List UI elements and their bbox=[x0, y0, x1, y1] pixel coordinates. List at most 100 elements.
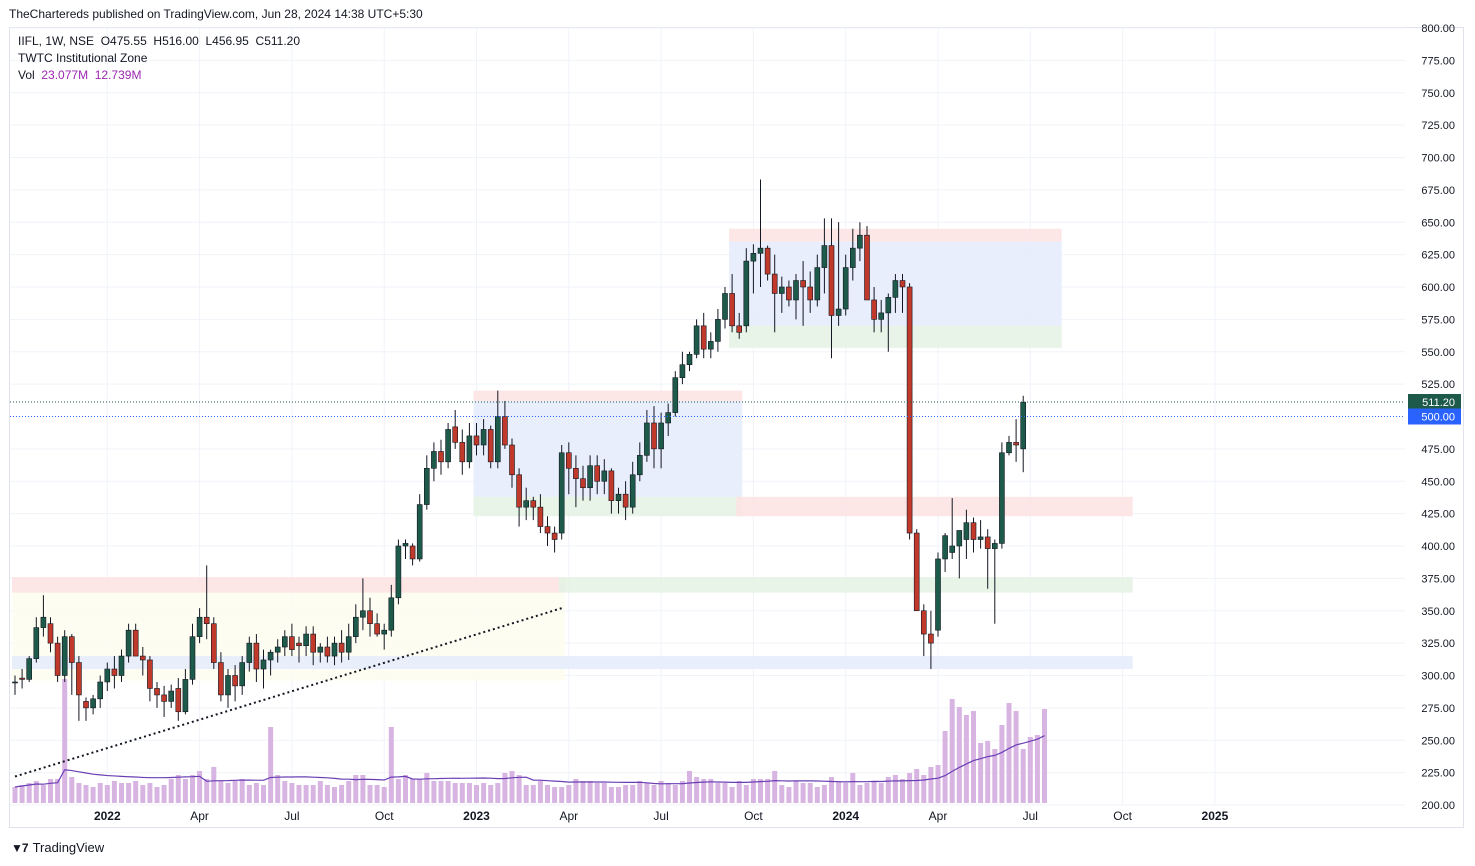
candle-up bbox=[388, 597, 395, 631]
candle-down bbox=[807, 286, 814, 301]
candle-down bbox=[1013, 442, 1019, 446]
volume-bar bbox=[474, 785, 479, 803]
candle-down bbox=[452, 426, 459, 443]
price-tick-label: 525.00 bbox=[1421, 379, 1455, 391]
candle-down bbox=[324, 646, 331, 657]
volume-bar bbox=[225, 783, 231, 803]
candle-up bbox=[999, 452, 1005, 544]
volume-bar bbox=[466, 783, 472, 803]
footer-brand[interactable]: ▼7 TradingView bbox=[11, 840, 104, 855]
price-tick-label: 800.00 bbox=[1421, 23, 1455, 35]
zone-rect bbox=[558, 577, 1133, 593]
volume-bar bbox=[608, 787, 614, 803]
volume-bar bbox=[232, 781, 238, 803]
volume-bar bbox=[310, 785, 316, 803]
price-tick-label: 750.00 bbox=[1421, 88, 1455, 100]
candle-down bbox=[729, 293, 735, 327]
candle-down bbox=[530, 500, 537, 508]
volume-bar bbox=[317, 781, 323, 803]
candle-up bbox=[196, 616, 203, 637]
volume-bar bbox=[431, 781, 437, 803]
volume-bar bbox=[147, 783, 153, 803]
institutional-zones bbox=[12, 228, 1133, 681]
candle-down bbox=[211, 623, 217, 663]
candle-down bbox=[573, 467, 579, 479]
candle-down bbox=[218, 662, 224, 696]
candle-up bbox=[636, 455, 643, 476]
candle-down bbox=[19, 677, 25, 680]
price-tick-label: 600.00 bbox=[1421, 282, 1455, 294]
volume-bar bbox=[261, 785, 266, 803]
candle-up bbox=[587, 465, 593, 489]
candle-up bbox=[750, 253, 757, 262]
price-tick-label: 775.00 bbox=[1421, 55, 1455, 67]
volume-bar bbox=[403, 775, 408, 803]
candle-up bbox=[494, 416, 501, 463]
candle-up bbox=[423, 467, 430, 505]
candle-up bbox=[239, 662, 245, 687]
volume-bar bbox=[346, 781, 352, 803]
candle-down bbox=[438, 451, 444, 463]
volume-bar bbox=[864, 783, 870, 803]
candle-up bbox=[658, 422, 664, 450]
candle-up bbox=[949, 545, 956, 553]
candle-up bbox=[260, 659, 267, 670]
time-tick-label: Apr bbox=[929, 809, 948, 823]
time-tick-label: 2024 bbox=[832, 809, 859, 823]
candle-up bbox=[402, 543, 409, 547]
candle-down bbox=[132, 629, 139, 657]
volume-bar bbox=[963, 715, 969, 803]
volume-bar bbox=[275, 775, 281, 803]
candle-up bbox=[558, 452, 565, 534]
time-axis: 2022 Apr Jul Oct 2023 Apr Jul Oct 2024 Apr Jul Oct 2… bbox=[94, 809, 1229, 823]
volume-bar bbox=[821, 785, 827, 803]
candle-up bbox=[679, 364, 686, 378]
candle-up bbox=[281, 636, 288, 648]
volume-bar bbox=[829, 777, 834, 803]
volume-bar bbox=[786, 787, 792, 803]
volume-bar bbox=[630, 785, 636, 803]
volume-bar bbox=[949, 699, 955, 803]
volume-bar bbox=[736, 781, 742, 803]
candle-down bbox=[509, 444, 515, 476]
volume-bar bbox=[182, 779, 188, 803]
candle-up bbox=[991, 543, 998, 549]
volume-bar bbox=[665, 783, 671, 803]
volume-bar bbox=[253, 783, 259, 803]
candle-up bbox=[246, 642, 253, 663]
volume-bar bbox=[978, 743, 984, 803]
volume-bar bbox=[587, 781, 593, 803]
candle-up bbox=[892, 280, 899, 298]
candle-down bbox=[473, 435, 480, 446]
candle-down bbox=[984, 536, 991, 549]
legend-volume-line[interactable]: Vol 23.077M 12.739M bbox=[18, 67, 141, 84]
candle-up bbox=[942, 535, 948, 560]
zone-rect bbox=[12, 656, 1133, 670]
dotted-trendline bbox=[14, 607, 562, 778]
volume-bar bbox=[694, 777, 700, 803]
candle-up bbox=[168, 690, 174, 702]
candle-up bbox=[104, 668, 111, 683]
candle-up bbox=[317, 646, 324, 653]
price-tick-label: 400.00 bbox=[1421, 541, 1455, 553]
price-tick-label: 550.00 bbox=[1421, 347, 1455, 359]
volume-bar bbox=[765, 779, 771, 803]
candle-down bbox=[928, 633, 934, 644]
candle-down bbox=[736, 325, 743, 333]
publisher-line: TheChartereds published on TradingView.c… bbox=[9, 7, 423, 21]
time-tick-label: Oct bbox=[744, 809, 763, 823]
volume-bar bbox=[190, 775, 195, 803]
volume-bar bbox=[914, 769, 920, 803]
volume-bar bbox=[729, 787, 735, 803]
candle-down bbox=[551, 532, 558, 540]
candlesticks bbox=[12, 179, 1027, 721]
legend-symbol: IIFL, 1W, NSE bbox=[18, 34, 95, 48]
volume-bar bbox=[530, 785, 536, 803]
volume-bar bbox=[303, 785, 309, 803]
volume-bar bbox=[878, 783, 884, 803]
legend-indicator[interactable]: TWTC Institutional Zone bbox=[18, 51, 148, 65]
candle-up bbox=[360, 610, 366, 618]
candle-down bbox=[800, 280, 806, 288]
candle-up bbox=[445, 429, 451, 463]
